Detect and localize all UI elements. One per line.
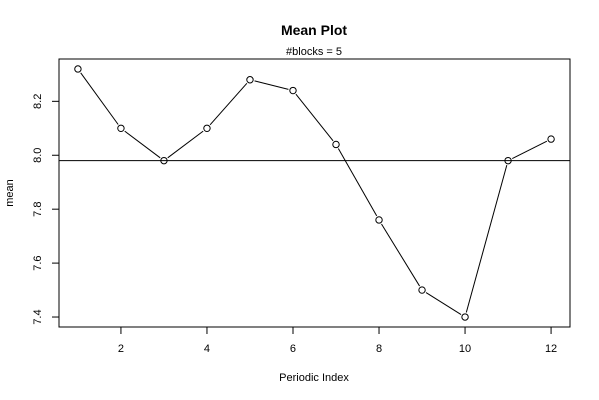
plot-frame: [58, 58, 571, 328]
data-point: [74, 65, 82, 73]
chart-subtitle: #blocks = 5: [286, 46, 342, 58]
data-point: [246, 76, 254, 84]
axes: 2 4 6 8 10 12 7.4 7.6 7.8 8.0 8.2: [32, 94, 557, 355]
data-point: [418, 286, 426, 294]
series-segment: [209, 82, 248, 126]
series-segment: [80, 72, 119, 125]
x-tick-label: 6: [290, 343, 296, 355]
series-segment: [425, 292, 462, 315]
y-tick-label: 7.4: [32, 309, 44, 324]
data-point: [461, 313, 469, 321]
series-segment: [295, 93, 334, 142]
x-tick-label: 8: [376, 343, 382, 355]
data-point: [160, 156, 168, 165]
chart-title: Mean Plot: [281, 22, 347, 38]
series-segment: [254, 80, 289, 90]
x-tick-label: 10: [459, 343, 471, 355]
y-tick-label: 8.0: [32, 148, 44, 163]
data-point: [375, 216, 383, 224]
series-segment: [337, 148, 378, 217]
series-segment: [381, 223, 421, 287]
series-segment: [167, 130, 204, 159]
y-tick-label: 8.2: [32, 94, 44, 109]
series-segment: [512, 140, 548, 159]
y-tick-label: 7.6: [32, 255, 44, 270]
x-tick-label: 12: [545, 343, 557, 355]
x-tick-label: 2: [118, 343, 124, 355]
data-point: [117, 124, 125, 132]
data-point: [332, 140, 340, 149]
data-point: [504, 156, 512, 165]
series-segment: [124, 130, 161, 159]
series-group: [74, 65, 555, 321]
data-point: [289, 86, 297, 95]
data-point: [547, 135, 555, 143]
series-segment: [465, 165, 508, 313]
y-axis-label: mean: [4, 179, 16, 207]
y-tick-label: 7.8: [32, 202, 44, 217]
x-tick-label: 4: [204, 343, 210, 355]
data-point: [203, 124, 211, 132]
x-axis-label: Periodic Index: [279, 372, 349, 384]
